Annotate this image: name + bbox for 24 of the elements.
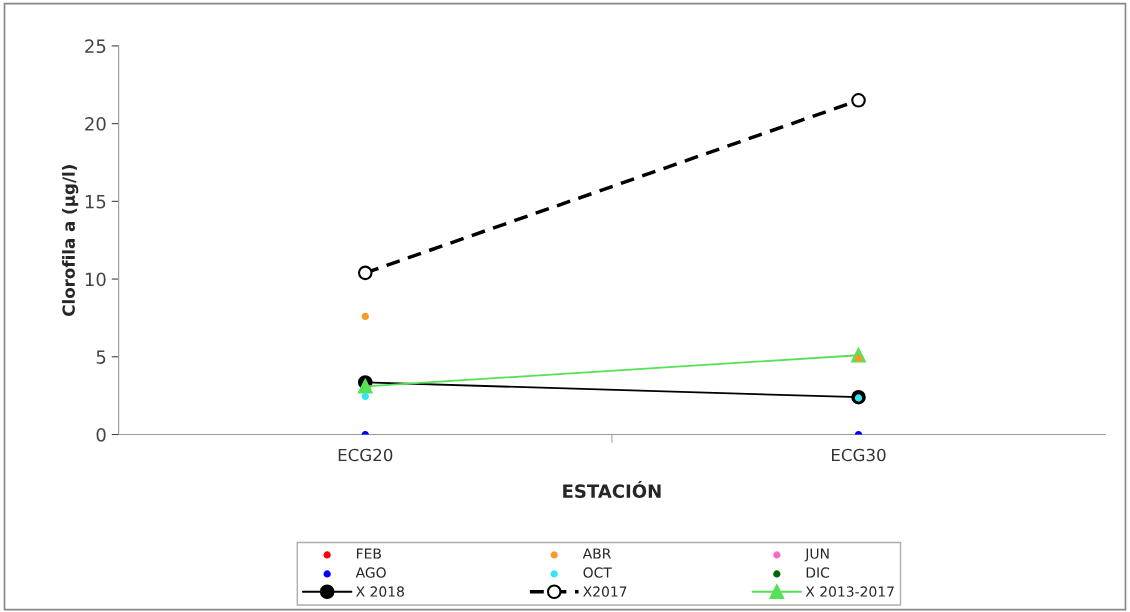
- point: [851, 93, 866, 108]
- y-tick-label: 5: [96, 350, 106, 364]
- y-tick-label: 10: [85, 272, 106, 287]
- x-tick-label: ECG20: [338, 448, 393, 462]
- point: [361, 312, 369, 321]
- legend-label: JUN: [804, 548, 829, 562]
- x-axis-title: ESTACIÓN: [563, 481, 661, 498]
- y-tick-label: 25: [85, 39, 106, 54]
- legend-label: FEB: [356, 548, 381, 559]
- legend-label: AGO: [355, 567, 386, 578]
- legend-label: ABR: [582, 548, 611, 559]
- legend-label: X 2013-2017: [805, 586, 894, 597]
- y-tick-label: 20: [85, 117, 106, 131]
- legend-label: DIC: [806, 567, 830, 578]
- y-tick-label: 0: [96, 427, 106, 442]
- point: [361, 392, 369, 401]
- legend-label: X 2018: [356, 586, 404, 597]
- point: [357, 265, 373, 281]
- legend-label: X2017: [583, 586, 627, 597]
- legend-label: OCT: [583, 567, 612, 578]
- y-axis-title: Clorofila a (µg/l): [62, 165, 79, 316]
- point: [357, 379, 373, 394]
- y-tick-label: 15: [85, 195, 106, 209]
- x-tick-label: ECG30: [832, 448, 886, 462]
